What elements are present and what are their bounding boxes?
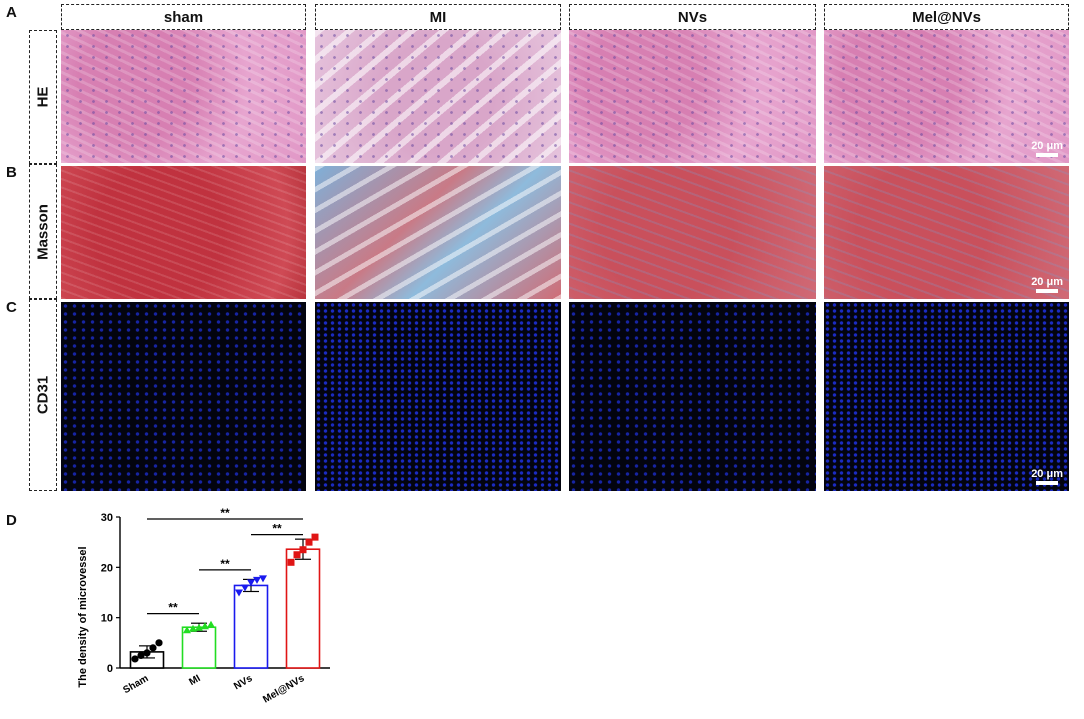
column-header-sham: sham [61, 4, 306, 30]
data-point [235, 589, 243, 597]
chart-points [131, 533, 319, 663]
data-point [293, 551, 301, 559]
y-tick-label: 30 [101, 512, 113, 524]
data-point [195, 623, 203, 631]
data-point [299, 546, 307, 554]
data-point [207, 620, 215, 628]
data-point [131, 655, 139, 663]
bar-mel-nvs [285, 548, 321, 669]
data-point [189, 624, 197, 632]
cd31-image-nvs [569, 302, 816, 491]
he-image-mi [315, 30, 561, 163]
cd31-image-mel-nvs: 20 μm [824, 302, 1069, 491]
bar-nvs [233, 584, 269, 669]
panel-label-b: B [6, 164, 17, 181]
bar-mi [181, 626, 217, 669]
data-point [137, 651, 145, 660]
scale-bar-label: 20 μm [1031, 276, 1063, 288]
cd31-image-sham [61, 302, 306, 491]
row-label-he: HE [34, 86, 52, 108]
scale-bar-label: 20 μm [1031, 140, 1063, 152]
microvessel-density-chart: 0 10 20 30 Sham MI NVs Mel@NVs ** ** ** ** The de… [77, 506, 330, 706]
column-header-nvs: NVs [569, 4, 816, 30]
x-tick-label: NVs [232, 673, 255, 692]
significance-label: ** [272, 522, 282, 536]
row-header-he: HE [29, 30, 57, 164]
he-image-sham [61, 30, 306, 163]
significance-brackets: ** ** ** ** [147, 506, 303, 615]
y-axis-label: The density of microvessel [77, 546, 89, 687]
data-point [155, 639, 163, 647]
scale-bar-masson: 20 μm [1031, 276, 1063, 293]
data-point [149, 644, 157, 652]
significance-label: ** [220, 506, 230, 520]
masson-image-mi [315, 166, 561, 299]
data-point [183, 626, 191, 634]
x-tick-label: Sham [121, 673, 150, 696]
he-image-nvs [569, 30, 816, 163]
data-point [247, 579, 255, 587]
panel-label-d: D [6, 512, 17, 529]
column-header-mi: MI [315, 4, 561, 30]
row-header-masson: Masson [29, 164, 57, 299]
x-tick-label: MI [187, 673, 202, 688]
data-point [241, 584, 249, 592]
y-tick-label: 10 [101, 613, 113, 625]
data-point [287, 558, 295, 566]
panel-label-a: A [6, 4, 17, 21]
row-label-cd31: CD31 [34, 375, 52, 415]
data-point [143, 649, 151, 657]
masson-image-sham [61, 166, 306, 299]
x-tick-label: Mel@NVs [261, 673, 307, 706]
significance-label: ** [168, 601, 178, 615]
data-point [305, 538, 313, 546]
data-point [259, 575, 267, 583]
data-point [311, 533, 319, 541]
data-point [253, 576, 261, 584]
panel-label-c: C [6, 299, 17, 316]
scale-bar-he: 20 μm [1031, 140, 1063, 157]
significance-label: ** [220, 557, 230, 571]
y-tick-label: 20 [101, 562, 113, 574]
cd31-image-mi [315, 302, 561, 491]
y-tick-label: 0 [107, 663, 113, 675]
masson-image-nvs [569, 166, 816, 299]
column-header-mel-nvs: Mel@NVs [824, 4, 1069, 30]
masson-image-mel-nvs: 20 μm [824, 166, 1069, 299]
data-point [201, 622, 209, 630]
he-image-mel-nvs: 20 μm [824, 30, 1069, 163]
scale-bar-cd31: 20 μm [1031, 468, 1063, 485]
row-header-cd31: CD31 [29, 299, 57, 491]
scale-bar-label: 20 μm [1031, 468, 1063, 480]
row-label-masson: Masson [34, 203, 52, 260]
